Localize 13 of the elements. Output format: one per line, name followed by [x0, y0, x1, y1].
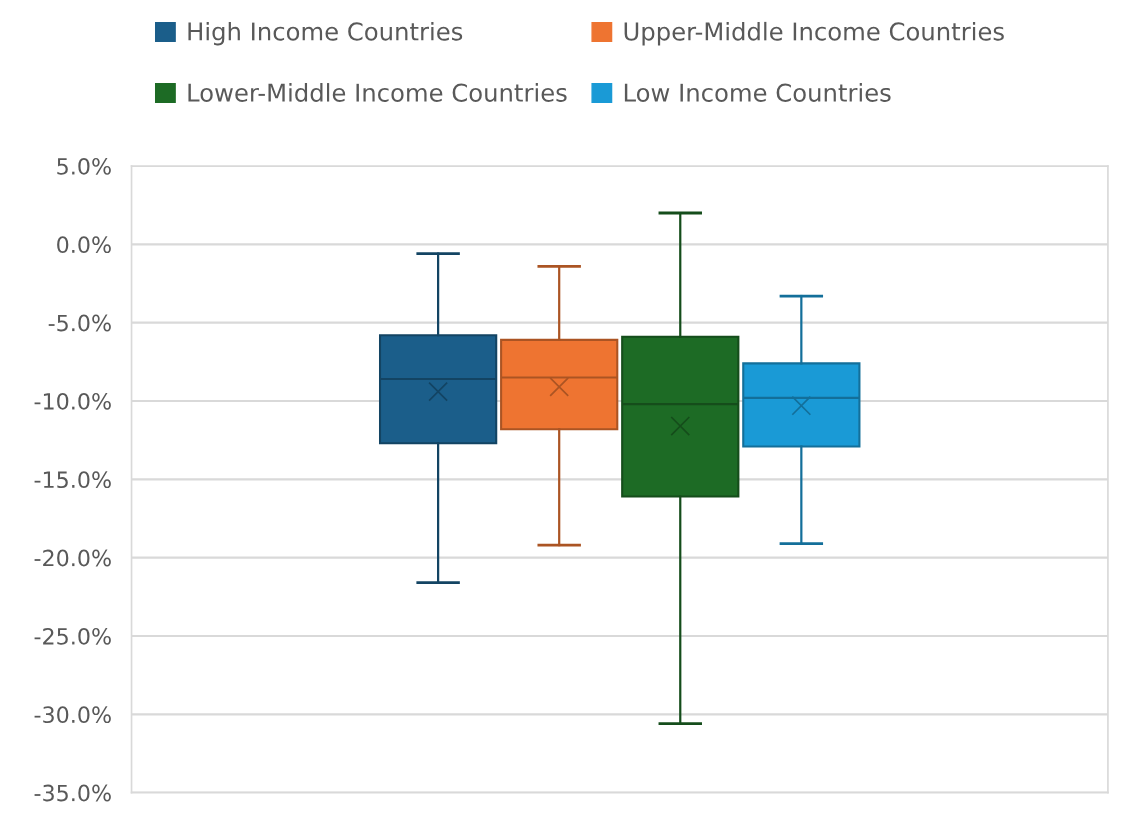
y-tick-label: 5.0%: [57, 157, 111, 175]
legend-label: High Income Countries: [188, 21, 463, 46]
y-tick-label: -25.0%: [34, 627, 111, 645]
legend-label: Upper-Middle Income Countries: [624, 21, 1004, 46]
y-tick-label: -35.0%: [34, 784, 111, 802]
y-tick-label: -30.0%: [34, 706, 111, 724]
y-tick-label: 0.0%: [57, 236, 111, 254]
legend-label: Low Income Countries: [624, 83, 891, 102]
y-tick-label: -5.0%: [48, 314, 111, 332]
y-tick-label: -15.0%: [34, 471, 111, 489]
y-tick-label: -10.0%: [34, 392, 111, 410]
legend-label: Lower-Middle Income Countries: [188, 83, 567, 102]
y-tick-label: -20.0%: [34, 549, 111, 567]
